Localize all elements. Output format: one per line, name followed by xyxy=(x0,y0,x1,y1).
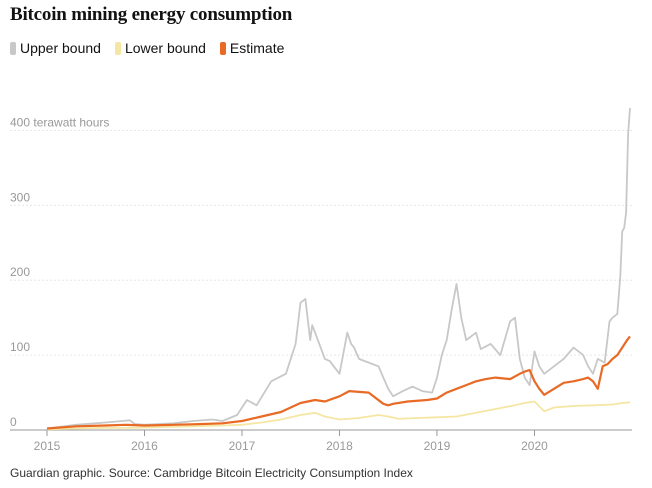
y-tick-label-300: 300 xyxy=(10,190,30,204)
x-tick-label-2015: 2015 xyxy=(34,439,61,453)
x-tick-label-2020: 2020 xyxy=(521,439,548,453)
legend-label-upper-bound: Upper bound xyxy=(20,40,101,56)
legend-label-lower-bound: Lower bound xyxy=(124,40,206,56)
legend-item-estimate: Estimate xyxy=(219,40,285,56)
legend-item-lower-bound: Lower bound xyxy=(114,40,206,56)
y-tick-label-0: 0 xyxy=(10,415,17,429)
legend: Upper bound Lower bound Estimate xyxy=(10,40,284,56)
legend-swatch-lower-bound xyxy=(114,41,121,55)
source-note: Guardian graphic. Source: Cambridge Bitc… xyxy=(10,466,413,480)
legend-swatch-estimate xyxy=(219,41,226,55)
y-tick-label-100: 100 xyxy=(10,340,30,354)
x-tick-label-2016: 2016 xyxy=(131,439,158,453)
series-line-estimate xyxy=(46,335,631,430)
x-tick-label-2017: 2017 xyxy=(229,439,256,453)
y-tick-label-400: 400 terawatt hours xyxy=(10,115,109,129)
chart-title: Bitcoin mining energy consumption xyxy=(10,4,293,25)
legend-label-estimate: Estimate xyxy=(229,40,285,56)
x-tick-label-2019: 2019 xyxy=(424,439,451,453)
series-line-lower-bound xyxy=(46,400,631,431)
x-tick-label-2018: 2018 xyxy=(326,439,353,453)
legend-item-upper-bound: Upper bound xyxy=(10,40,101,56)
legend-swatch-upper-bound xyxy=(10,41,16,55)
series-line-upper-bound xyxy=(46,107,631,430)
y-tick-label-200: 200 xyxy=(10,265,30,279)
